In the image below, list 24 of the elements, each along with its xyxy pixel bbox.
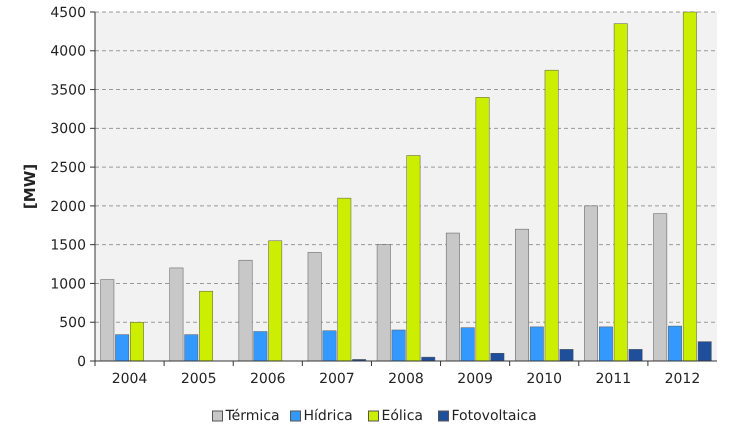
y-tick-label: 0 [77, 354, 86, 370]
y-tick-label: 2500 [50, 160, 86, 176]
x-tick-label: 2007 [319, 371, 355, 387]
x-tick-label: 2006 [250, 371, 286, 387]
x-tick-label: 2010 [526, 371, 562, 387]
legend-label: Hídrica [304, 408, 353, 424]
x-tick-label: 2011 [596, 371, 632, 387]
y-tick-label: 2000 [50, 198, 86, 215]
y-tick-label: 3500 [50, 82, 86, 98]
y-axis-title: [MW] [21, 164, 39, 210]
x-tick-label: 2004 [112, 371, 148, 387]
y-tick-label: 4000 [50, 44, 86, 60]
y-tick-label: 1500 [50, 238, 86, 254]
y-tick-label: 500 [59, 315, 86, 332]
y-tick-label: 1000 [50, 276, 86, 292]
x-tick-label: 2005 [180, 371, 216, 387]
y-tick-label: 4500 [50, 4, 86, 21]
legend-label: Fotovoltaica [452, 408, 537, 424]
legend-label: Eólica [382, 408, 423, 424]
x-tick-label: 2008 [388, 371, 424, 387]
x-tick-label: 2012 [664, 371, 700, 387]
legend-label: Térmica [224, 408, 280, 424]
y-tick-label: 3000 [50, 121, 86, 138]
x-tick-label: 2009 [457, 371, 493, 387]
